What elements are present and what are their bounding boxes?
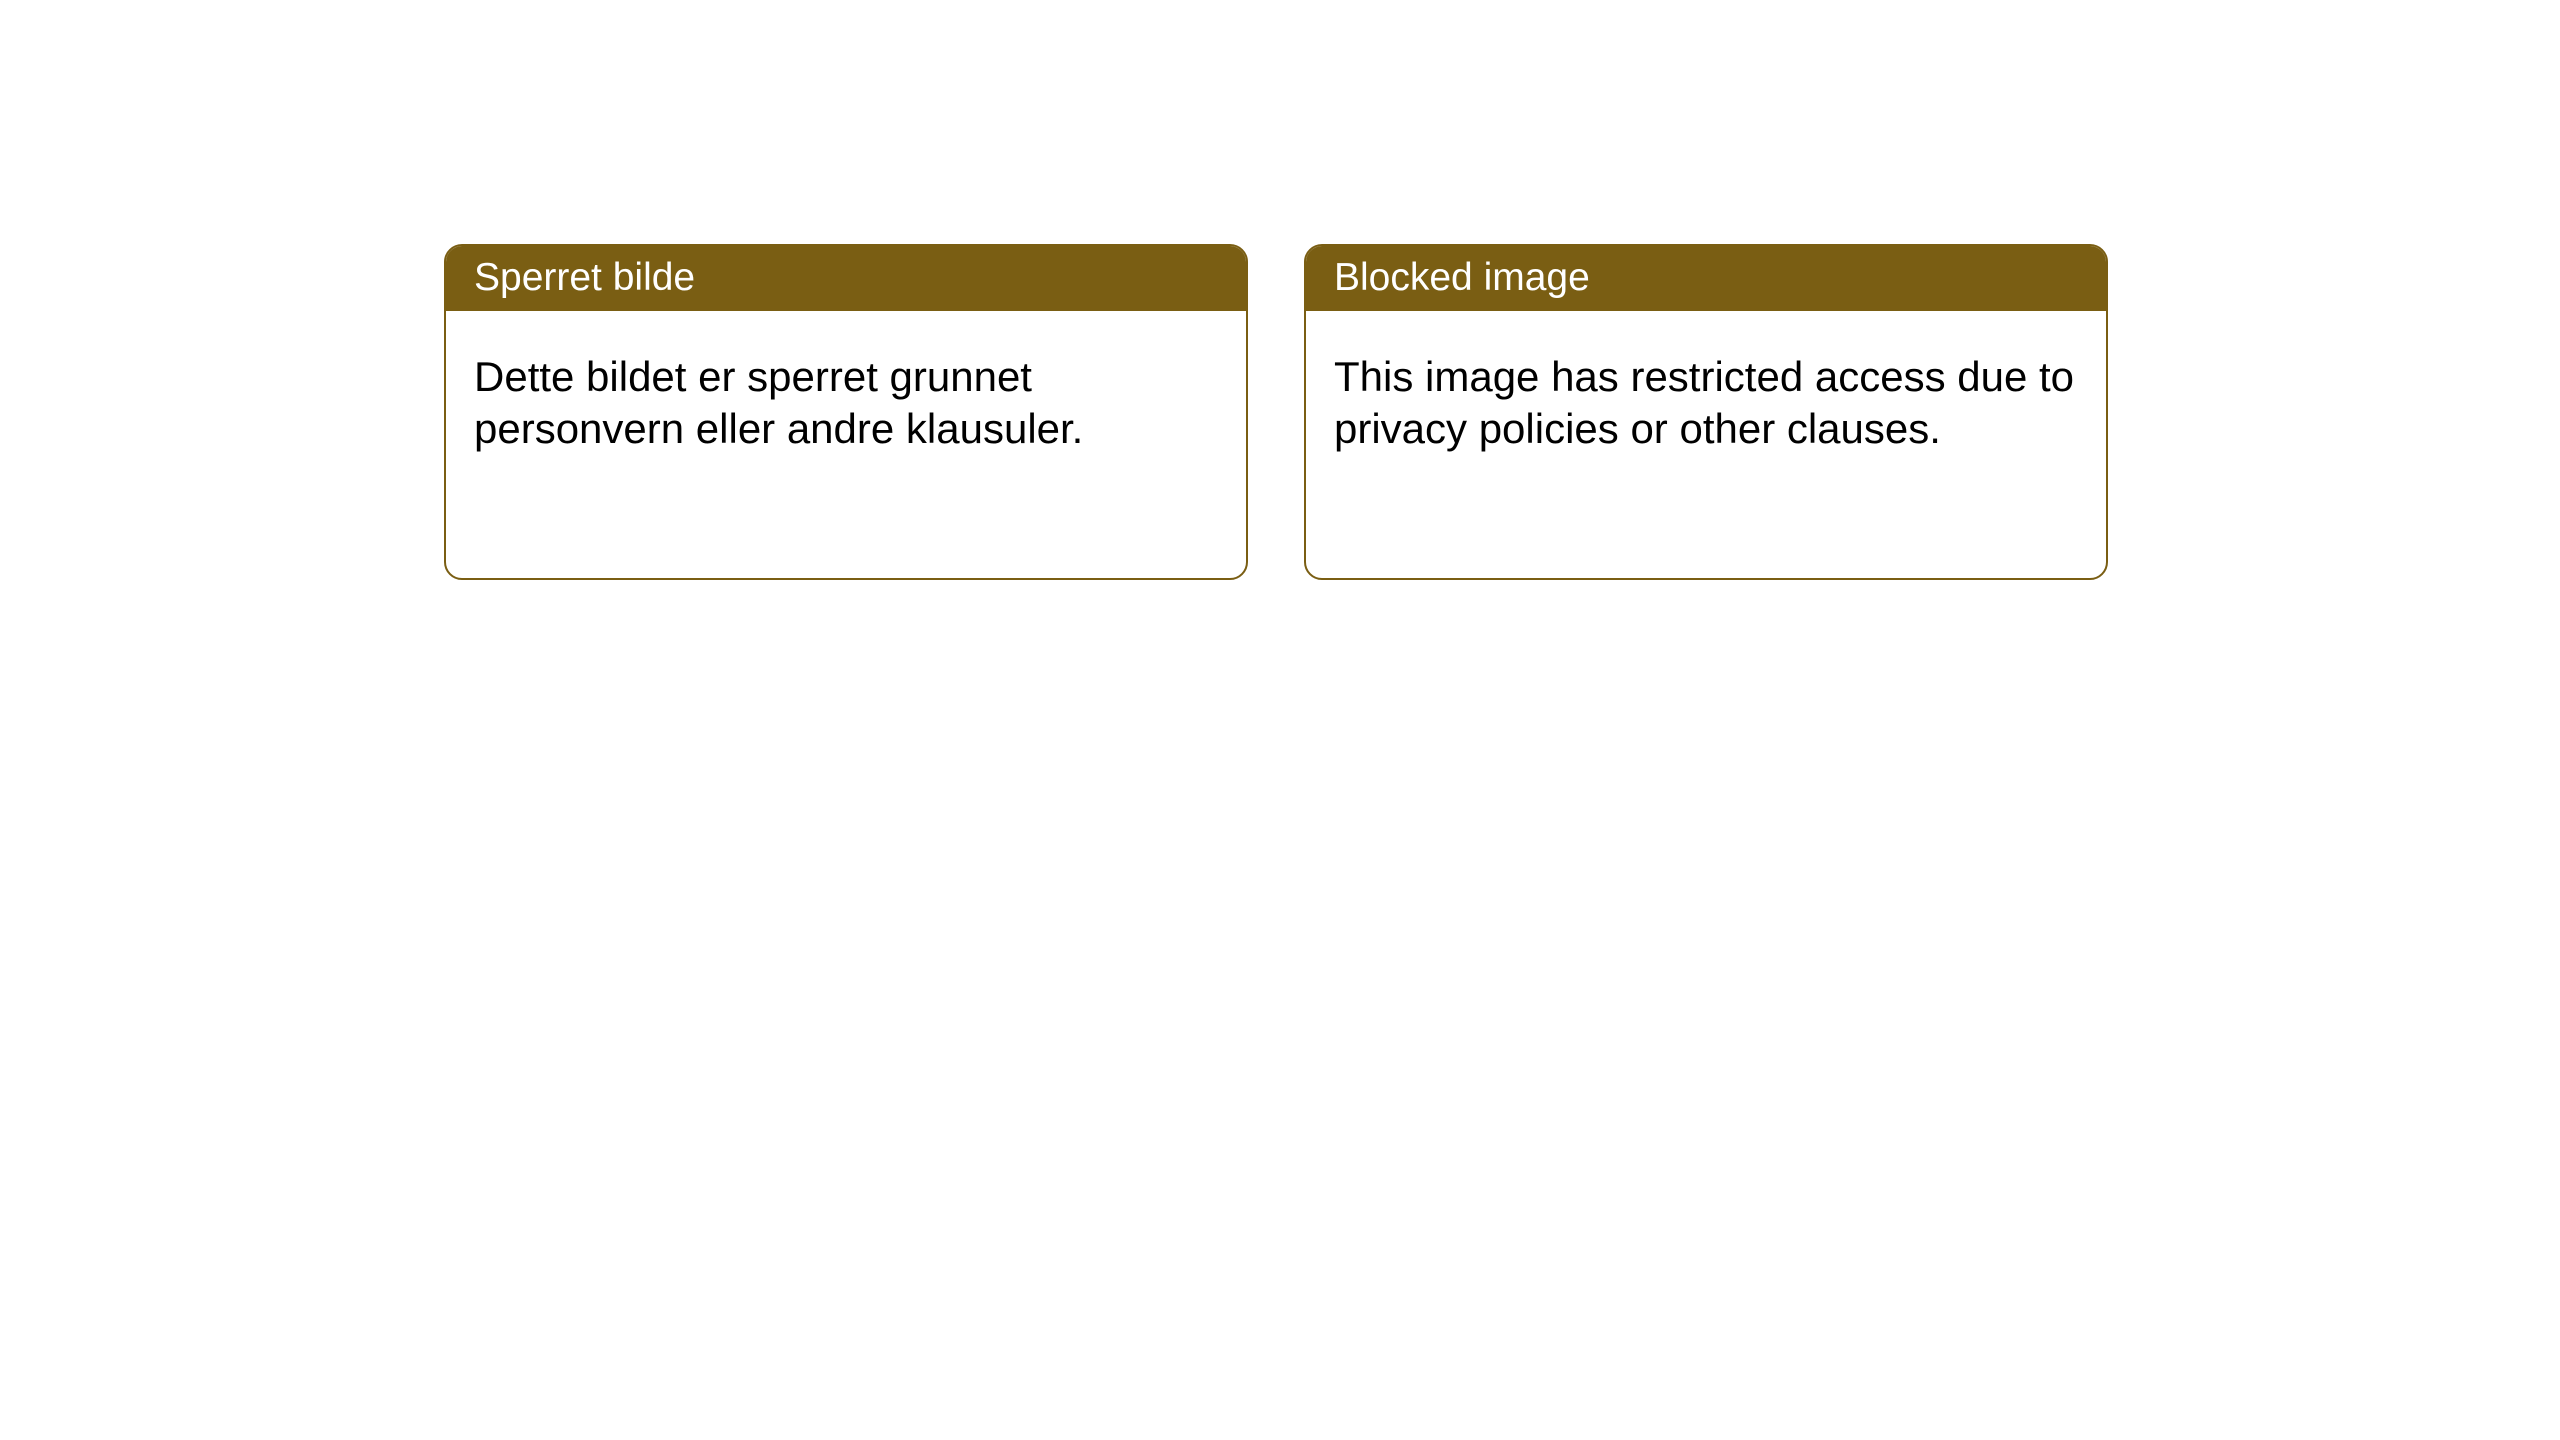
notice-message: This image has restricted access due to … bbox=[1306, 311, 2106, 483]
notice-title: Sperret bilde bbox=[446, 246, 1246, 311]
notice-container: Sperret bilde Dette bildet er sperret gr… bbox=[0, 0, 2560, 580]
notice-message: Dette bildet er sperret grunnet personve… bbox=[446, 311, 1246, 483]
notice-title: Blocked image bbox=[1306, 246, 2106, 311]
notice-card-english: Blocked image This image has restricted … bbox=[1304, 244, 2108, 580]
notice-card-norwegian: Sperret bilde Dette bildet er sperret gr… bbox=[444, 244, 1248, 580]
